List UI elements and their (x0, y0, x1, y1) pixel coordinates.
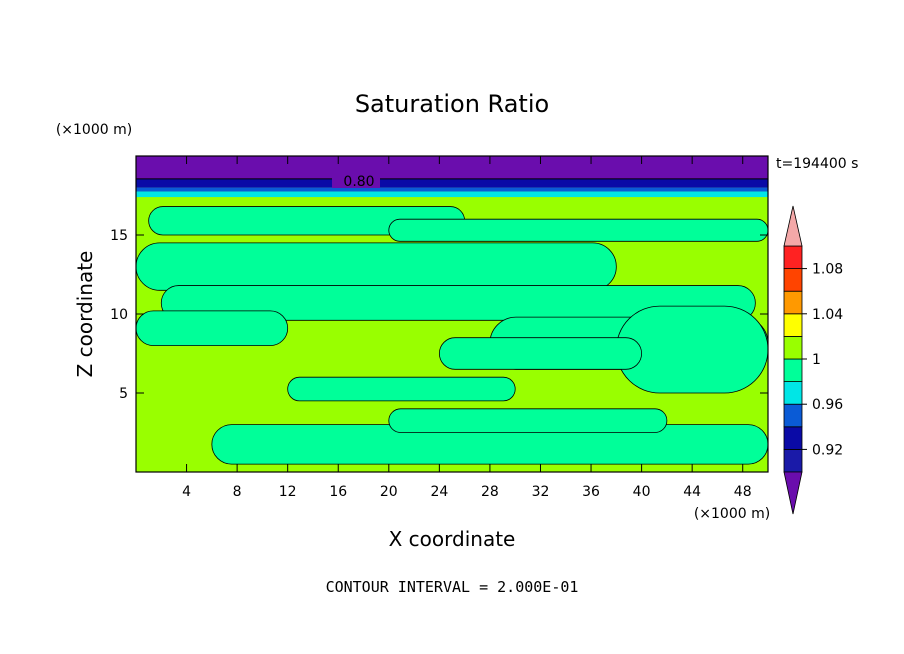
transition-layer-blue (136, 187, 768, 192)
x-tick-label: 28 (481, 484, 499, 500)
x-axis: 4 8 12 16 20 24 28 32 36 40 44 48 (182, 156, 752, 500)
colorbar-tick-label: 1.04 (812, 307, 843, 323)
colorbar-bin-7 (783, 313, 803, 337)
colorbar-bin-8 (783, 290, 803, 315)
moist-band-5 (136, 310, 289, 346)
x-tick-label: 16 (329, 484, 347, 500)
contour-label: 0.80 (332, 172, 380, 190)
contour-label-text: 0.80 (343, 174, 374, 190)
x-unit-label: (×1000 m) (694, 506, 770, 522)
time-label: t=194400 s (776, 156, 858, 172)
moist-band-3 (136, 242, 617, 291)
x-tick-label: 12 (279, 484, 297, 500)
colorbar-over-arrow (783, 205, 803, 247)
colorbar-tick-label: 1.08 (812, 262, 843, 278)
colorbar-bin-4 (783, 381, 803, 405)
colorbar-tick-label: 1 (812, 352, 821, 368)
moist-band-8 (438, 337, 642, 370)
moist-band-11 (388, 408, 668, 433)
colorbar-bin-1 (783, 448, 803, 473)
colorbar-bin-5 (783, 358, 803, 383)
x-axis-label: X coordinate (389, 527, 516, 551)
x-tick-label: 44 (683, 484, 701, 500)
y-tick-label: 10 (110, 307, 128, 323)
colorbar-under-arrow (783, 471, 803, 515)
y-axis-label: Z coordinate (73, 251, 97, 378)
x-tick-label: 36 (582, 484, 600, 500)
x-tick-label: 48 (734, 484, 752, 500)
y-unit-label: (×1000 m) (56, 122, 132, 138)
moist-band-2 (388, 218, 768, 242)
x-tick-label: 24 (430, 484, 448, 500)
y-tick-label: 15 (110, 228, 128, 244)
x-tick-label: 20 (380, 484, 398, 500)
moist-band-4 (160, 285, 756, 321)
transition-layer-deep-blue (136, 178, 768, 188)
colorbar-bin-2 (783, 426, 803, 450)
contour-interval-footer: CONTOUR INTERVAL = 2.000E-01 (326, 578, 579, 596)
chart-title: Saturation Ratio (355, 90, 549, 118)
x-tick-label: 40 (633, 484, 651, 500)
y-axis: 5 10 15 (110, 228, 768, 402)
colorbar: 0.92 0.96 1 1.04 1.08 (783, 205, 843, 515)
x-tick-label: 8 (233, 484, 242, 500)
x-tick-label: 32 (532, 484, 550, 500)
colorbar-bin-3 (783, 403, 803, 428)
colorbar-tick-label: 0.96 (812, 397, 843, 413)
colorbar-bin-6 (783, 335, 803, 360)
y-tick-label: 5 (119, 386, 128, 402)
colorbar-bin-10 (783, 245, 803, 270)
transition-layer-cyan (136, 191, 768, 198)
moist-band-9 (287, 376, 516, 402)
colorbar-tick-label: 0.92 (812, 442, 843, 458)
x-tick-label: 4 (182, 484, 191, 500)
colorbar-bin-9 (783, 268, 803, 292)
plot-area (136, 156, 768, 472)
